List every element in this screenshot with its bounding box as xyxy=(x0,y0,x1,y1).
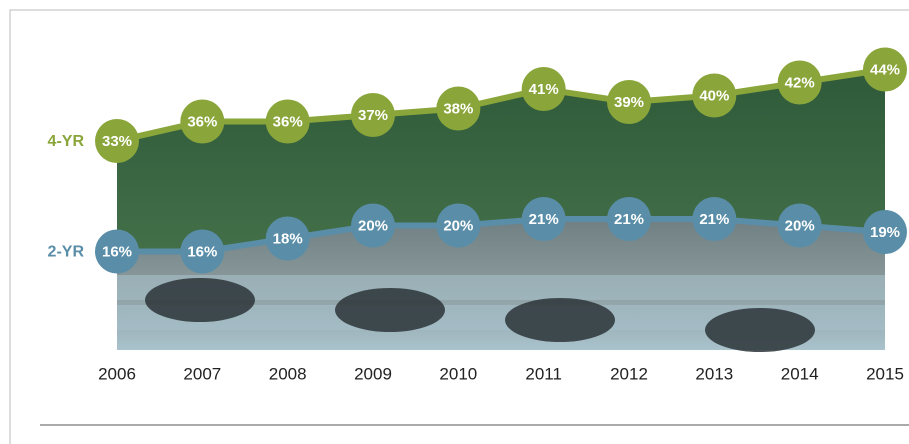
x-tick-label: 2014 xyxy=(781,364,819,383)
series-line xyxy=(117,216,886,255)
data-label: 40% xyxy=(699,87,729,104)
chair xyxy=(335,288,445,332)
point xyxy=(265,216,310,261)
data-label: 33% xyxy=(102,133,132,150)
x-tick-label: 2012 xyxy=(610,364,648,383)
series-name: 4-YR xyxy=(48,133,85,150)
point xyxy=(777,203,822,248)
point xyxy=(95,229,139,274)
data-label: 36% xyxy=(273,113,303,130)
point xyxy=(95,119,139,163)
point xyxy=(692,73,737,118)
point xyxy=(351,93,395,137)
point xyxy=(863,47,907,92)
point xyxy=(180,99,225,144)
point xyxy=(436,86,481,131)
frame xyxy=(9,9,909,444)
data-label: 38% xyxy=(443,100,473,117)
data-label: 19% xyxy=(870,224,900,241)
data-label: 18% xyxy=(273,230,303,247)
data-label: 44% xyxy=(870,61,900,78)
x-tick-label: 2008 xyxy=(269,364,307,383)
data-label: 21% xyxy=(614,211,644,228)
point xyxy=(351,203,395,248)
data-label: 16% xyxy=(102,243,132,260)
x-tick-label: 2007 xyxy=(183,364,221,383)
x-tick-label: 2015 xyxy=(866,364,904,383)
chair xyxy=(145,278,255,322)
data-label: 41% xyxy=(529,81,559,98)
point xyxy=(607,197,651,241)
series-name: 2-YR xyxy=(48,244,85,261)
data-label: 16% xyxy=(187,243,217,260)
x-tick-label: 2009 xyxy=(354,364,392,383)
chair xyxy=(505,298,615,342)
x-tick-label: 2010 xyxy=(439,364,477,383)
data-label: 20% xyxy=(358,217,388,234)
point xyxy=(521,67,566,111)
data-label: 20% xyxy=(785,217,815,234)
data-label: 21% xyxy=(529,211,559,228)
data-label: 39% xyxy=(614,94,644,111)
point xyxy=(607,80,651,124)
data-label: 21% xyxy=(699,211,729,228)
point xyxy=(692,197,737,241)
data-label: 42% xyxy=(785,74,815,91)
data-label: 37% xyxy=(358,107,388,124)
point xyxy=(265,99,310,144)
data-label: 20% xyxy=(443,217,473,234)
point xyxy=(863,210,907,254)
x-tick-label: 2011 xyxy=(525,364,562,383)
x-tick-label: 2013 xyxy=(695,364,733,383)
point xyxy=(521,197,566,241)
series-line xyxy=(116,66,886,144)
point xyxy=(436,203,481,248)
point xyxy=(777,60,822,105)
x-tick-label: 2006 xyxy=(98,364,136,383)
chair xyxy=(705,308,815,352)
point xyxy=(180,229,225,274)
data-label: 36% xyxy=(187,113,217,130)
